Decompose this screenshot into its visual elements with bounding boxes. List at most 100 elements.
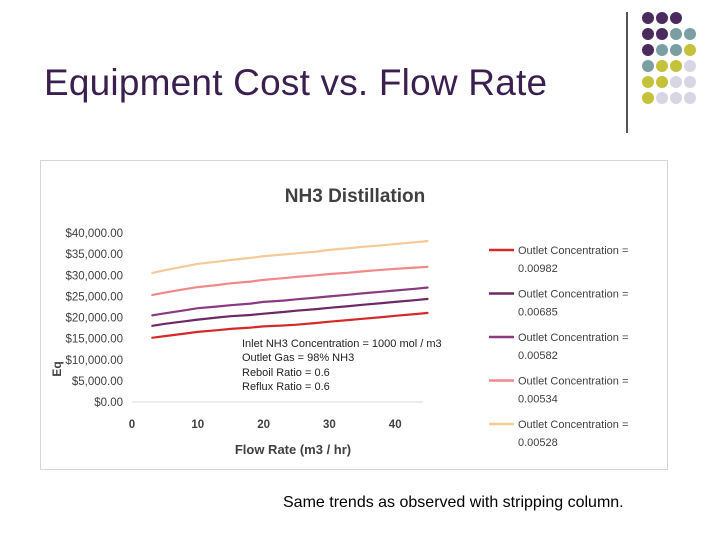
decorative-dot	[656, 28, 668, 40]
legend-label: Outlet Concentration =	[518, 332, 628, 344]
data-point	[164, 269, 166, 271]
decorative-dot	[656, 76, 668, 88]
data-point	[381, 302, 383, 304]
y-tick-label: $5,000.00	[72, 376, 123, 388]
data-point	[381, 316, 383, 318]
data-point	[328, 273, 330, 275]
decorative-dot	[684, 44, 696, 56]
data-point	[361, 270, 363, 273]
data-point	[315, 308, 317, 310]
decorative-dot	[684, 28, 696, 40]
title-divider-line	[626, 12, 628, 133]
data-point	[328, 295, 330, 297]
decorative-dot	[670, 28, 682, 40]
legend-label: 0.00982	[518, 263, 558, 275]
x-tick-label: 0	[129, 419, 135, 431]
legend-label: 0.00534	[518, 394, 558, 406]
data-point	[315, 274, 317, 276]
data-point	[216, 261, 219, 263]
y-tick-label: $0.00	[94, 397, 123, 409]
data-point	[427, 286, 429, 289]
y-tick-label: $10,000.00	[65, 355, 123, 367]
data-point	[394, 268, 396, 270]
data-point	[164, 323, 166, 325]
decorative-dot	[684, 60, 696, 72]
data-point	[184, 320, 186, 322]
data-point	[282, 300, 284, 302]
y-tick-label: $15,000.00	[65, 334, 123, 346]
series-line	[151, 297, 429, 327]
annotation-line: Inlet NH3 Concentration = 1000 mol / m3	[242, 338, 442, 350]
data-point	[315, 322, 317, 324]
data-point	[263, 301, 265, 303]
y-tick-label: $30,000.00	[65, 270, 123, 282]
decorative-dot	[642, 60, 654, 72]
data-point	[328, 249, 330, 251]
x-tick-label: 30	[323, 419, 336, 431]
data-point	[381, 291, 383, 293]
decorative-dot	[642, 44, 654, 56]
decorative-dot	[670, 44, 682, 56]
decorative-dot	[656, 12, 668, 24]
data-point	[151, 325, 153, 327]
x-tick-label: 10	[191, 419, 204, 431]
legend-label: 0.00685	[518, 307, 558, 319]
series-line	[151, 239, 429, 275]
data-point	[282, 277, 284, 279]
decorative-dot	[642, 28, 654, 40]
decorative-dot	[670, 92, 682, 104]
data-point	[197, 286, 199, 288]
x-axis-label: Flow Rate (m3 / hr)	[235, 442, 351, 457]
data-point	[249, 257, 252, 259]
data-point	[414, 313, 416, 315]
data-point	[427, 266, 429, 268]
data-point	[151, 272, 153, 274]
data-point	[348, 305, 350, 307]
slide-footnote: Same trends as observed with stripping c…	[283, 494, 624, 511]
data-point	[282, 311, 284, 313]
data-point	[348, 247, 350, 249]
data-point	[164, 291, 166, 294]
data-point	[295, 252, 298, 254]
chart-frame: NH3 Distillation $0.00 $5,000.00 $10,000.00…	[40, 160, 668, 470]
series-line	[151, 265, 429, 297]
data-point	[164, 335, 166, 337]
legend-label: Outlet Concentration =	[518, 419, 628, 431]
data-point	[164, 312, 166, 314]
data-point	[381, 244, 383, 246]
data-point	[263, 313, 265, 315]
annotation-line: Outlet Gas = 98% NH3	[242, 352, 355, 365]
data-point	[381, 269, 383, 271]
decorative-dot	[642, 12, 654, 24]
y-tick-label: $20,000.00	[65, 313, 123, 325]
data-point	[249, 314, 252, 316]
legend-label: 0.00528	[518, 437, 558, 449]
data-point	[414, 299, 416, 301]
data-point	[348, 319, 350, 321]
series-line	[151, 311, 429, 339]
data-point	[427, 298, 429, 300]
data-point	[394, 289, 396, 292]
decorative-dot	[642, 76, 654, 88]
data-point	[295, 298, 298, 300]
data-point	[197, 263, 199, 265]
x-tick-label: 40	[389, 419, 402, 431]
data-point	[394, 243, 396, 245]
data-point	[230, 315, 232, 317]
y-tick-label: $35,000.00	[65, 249, 123, 261]
chart-annotation: Inlet NH3 Concentration = 1000 mol / m3 …	[242, 337, 442, 394]
data-point	[427, 240, 429, 242]
data-point	[328, 321, 330, 323]
data-point	[184, 309, 186, 311]
data-point	[282, 253, 284, 256]
data-point	[263, 279, 265, 281]
slide-title: Equipment Cost vs. Flow Rate	[44, 62, 548, 103]
data-point	[216, 284, 219, 286]
decorative-dot	[656, 92, 668, 104]
data-point	[184, 288, 186, 290]
chart-svg: NH3 Distillation $0.00 $5,000.00 $10,000.00…	[50, 186, 628, 457]
legend-label: Outlet Concentration =	[518, 245, 628, 257]
data-point	[361, 318, 363, 320]
decorative-dot	[656, 60, 668, 72]
